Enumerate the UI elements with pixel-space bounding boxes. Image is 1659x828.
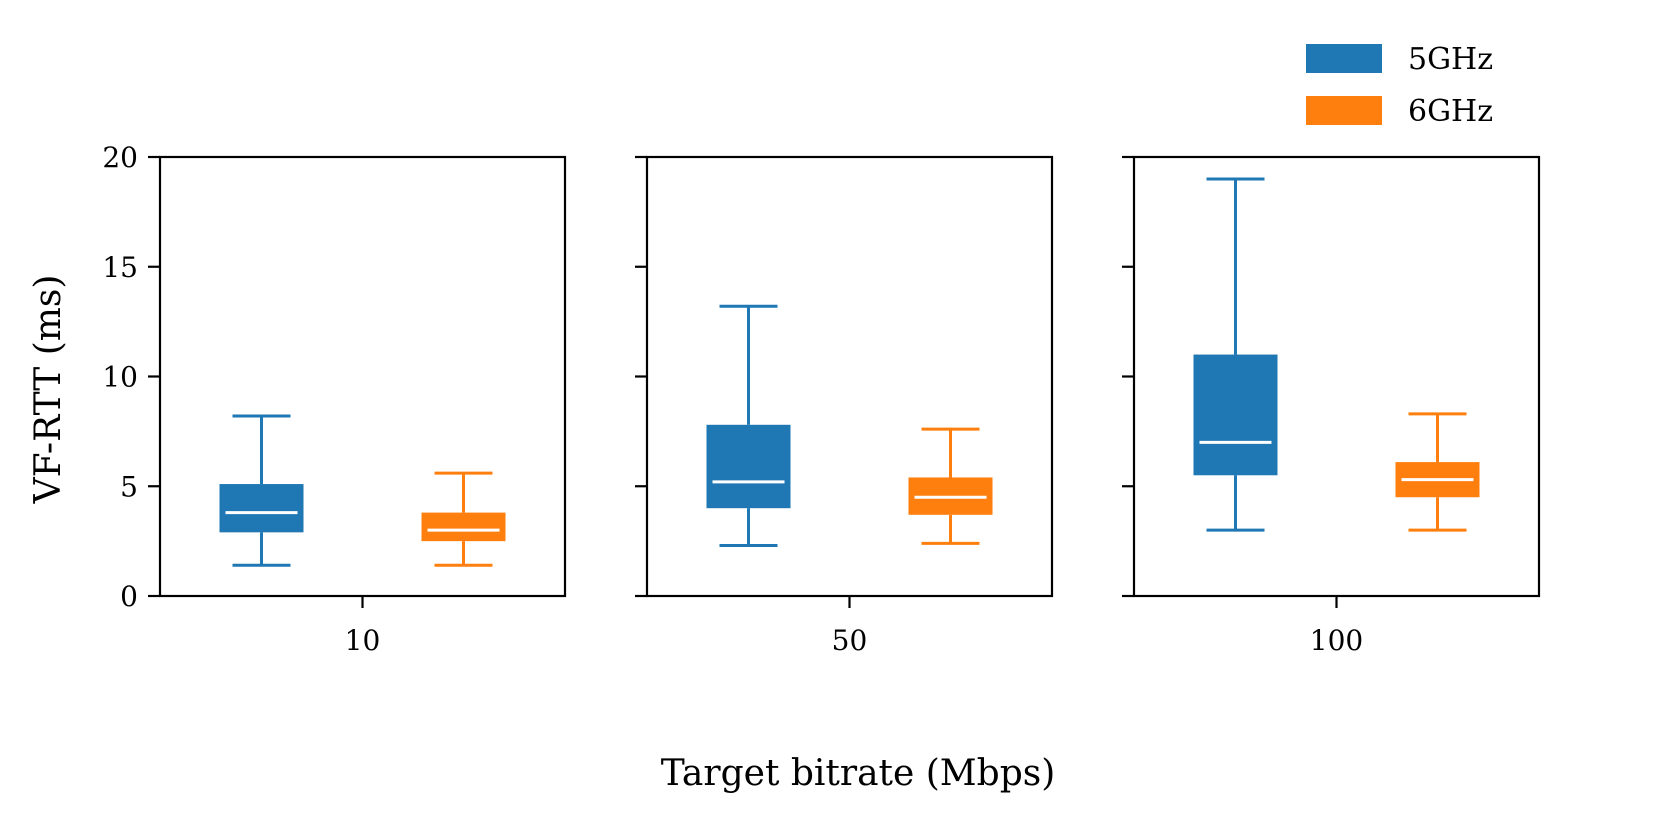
y-tick-label: 0 [120, 580, 138, 613]
y-tick-label: 20 [102, 141, 138, 174]
iqr-box [219, 484, 304, 533]
box-6GHz-100 [1395, 412, 1480, 532]
legend-swatch [1306, 96, 1382, 125]
legend-label: 5GHz [1408, 42, 1493, 77]
panel-10: 0 5 10 15 20 10 [102, 141, 567, 657]
panel-100: 100 [1122, 155, 1541, 657]
y-tick-label: 15 [102, 251, 138, 284]
legend-item-6GHz: 6GHz [1306, 94, 1493, 129]
legend-item-5GHz: 5GHz [1306, 42, 1493, 77]
x-tick-label: 100 [1310, 624, 1363, 657]
panel-50: 50 [635, 155, 1054, 657]
iqr-box [1193, 354, 1278, 476]
y-tick-label: 5 [120, 470, 138, 503]
legend-label: 6GHz [1408, 94, 1493, 129]
box-5GHz-100 [1193, 177, 1278, 532]
y-axis-label: VF-RTT (ms) [28, 275, 69, 505]
x-axis-label: Target bitrate (Mbps) [661, 753, 1056, 794]
y-tick-label: 10 [102, 361, 138, 394]
x-tick-label: 10 [345, 624, 381, 657]
box-6GHz-50 [908, 427, 993, 545]
iqr-box [706, 424, 791, 509]
panels: 0 5 10 15 20 10 50 100 [102, 141, 1541, 657]
legend-swatch [1306, 44, 1382, 73]
box-5GHz-10 [219, 414, 304, 567]
box-5GHz-50 [706, 304, 791, 548]
iqr-box [421, 512, 506, 542]
box-6GHz-10 [421, 471, 506, 567]
x-tick-label: 50 [832, 624, 868, 657]
panel-frame [645, 155, 1054, 598]
legend: 5GHz 6GHz [1306, 42, 1493, 129]
